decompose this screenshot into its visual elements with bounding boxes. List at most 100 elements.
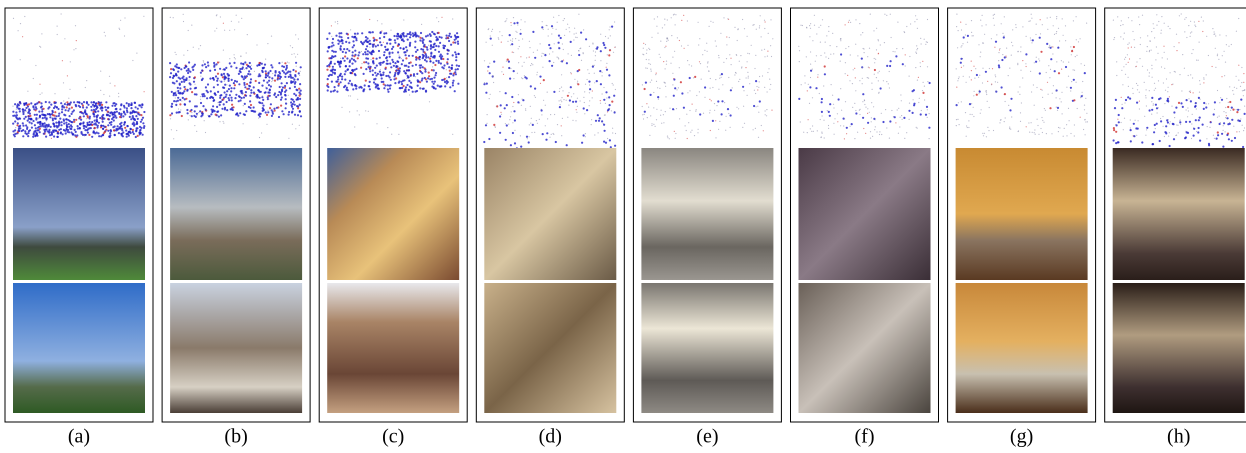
point bbox=[911, 111, 914, 114]
point bbox=[603, 86, 605, 89]
point bbox=[20, 129, 23, 133]
point bbox=[665, 63, 668, 65]
point bbox=[558, 14, 560, 17]
point bbox=[130, 116, 132, 118]
point bbox=[41, 110, 44, 113]
point bbox=[826, 110, 828, 112]
point bbox=[1141, 14, 1144, 16]
point bbox=[414, 31, 417, 34]
point bbox=[1232, 108, 1235, 111]
point bbox=[1155, 46, 1157, 48]
point bbox=[100, 106, 104, 109]
point bbox=[1157, 107, 1159, 109]
point bbox=[1075, 81, 1077, 83]
point-cloud bbox=[1112, 13, 1246, 149]
point bbox=[646, 67, 648, 69]
point bbox=[273, 79, 277, 82]
point bbox=[66, 130, 69, 133]
point bbox=[194, 105, 197, 108]
point-cloud bbox=[483, 13, 617, 153]
point bbox=[33, 124, 37, 127]
point bbox=[391, 58, 394, 62]
point bbox=[589, 88, 592, 91]
point bbox=[509, 116, 512, 118]
point bbox=[47, 107, 50, 110]
point bbox=[1160, 117, 1162, 120]
point bbox=[1029, 37, 1031, 39]
point bbox=[242, 65, 244, 68]
point bbox=[654, 125, 656, 127]
point bbox=[549, 47, 552, 50]
point bbox=[500, 111, 502, 113]
point bbox=[550, 25, 554, 28]
point bbox=[375, 39, 378, 42]
point bbox=[867, 108, 869, 110]
point bbox=[675, 132, 677, 135]
point bbox=[98, 104, 101, 107]
point bbox=[1116, 74, 1118, 77]
point bbox=[546, 91, 548, 93]
point bbox=[233, 84, 236, 87]
point bbox=[258, 115, 261, 118]
point bbox=[296, 78, 299, 81]
point bbox=[955, 119, 958, 121]
point-cloud bbox=[326, 16, 461, 135]
point bbox=[1189, 35, 1191, 38]
point bbox=[645, 52, 648, 54]
point bbox=[709, 129, 711, 132]
point bbox=[334, 21, 336, 23]
point bbox=[170, 112, 174, 115]
point bbox=[437, 61, 440, 64]
point bbox=[984, 70, 988, 73]
point bbox=[1129, 97, 1132, 100]
point bbox=[456, 40, 459, 43]
point bbox=[83, 135, 85, 137]
point bbox=[680, 45, 683, 47]
point bbox=[1056, 106, 1060, 109]
point bbox=[73, 49, 75, 51]
point bbox=[718, 54, 720, 57]
point bbox=[254, 79, 257, 83]
point bbox=[186, 108, 189, 112]
point bbox=[199, 98, 202, 100]
point bbox=[95, 116, 98, 119]
point bbox=[1173, 111, 1176, 114]
point bbox=[833, 133, 835, 135]
point bbox=[124, 113, 127, 116]
point bbox=[1121, 107, 1124, 110]
point bbox=[568, 92, 570, 94]
point bbox=[588, 72, 590, 74]
point bbox=[990, 84, 993, 86]
point bbox=[212, 105, 215, 108]
point bbox=[237, 114, 240, 117]
point bbox=[525, 135, 529, 138]
point bbox=[709, 87, 711, 89]
point bbox=[385, 74, 388, 78]
point bbox=[230, 20, 232, 22]
point bbox=[1112, 139, 1115, 142]
point bbox=[70, 112, 73, 115]
point bbox=[1043, 121, 1045, 123]
point bbox=[52, 106, 56, 110]
point bbox=[1195, 25, 1197, 28]
point bbox=[347, 36, 350, 40]
point bbox=[396, 44, 399, 48]
point bbox=[1076, 107, 1078, 110]
point bbox=[745, 67, 747, 69]
point bbox=[66, 75, 68, 77]
point bbox=[56, 135, 59, 138]
point bbox=[247, 105, 250, 109]
point bbox=[1028, 20, 1030, 22]
point bbox=[901, 118, 903, 120]
point bbox=[352, 44, 356, 47]
point bbox=[408, 43, 411, 46]
point bbox=[53, 117, 57, 120]
point bbox=[230, 96, 233, 99]
point bbox=[1030, 39, 1032, 41]
point bbox=[32, 135, 35, 138]
point bbox=[752, 24, 754, 26]
point bbox=[421, 87, 424, 90]
point bbox=[438, 21, 440, 23]
point bbox=[242, 78, 245, 81]
point bbox=[198, 112, 200, 114]
